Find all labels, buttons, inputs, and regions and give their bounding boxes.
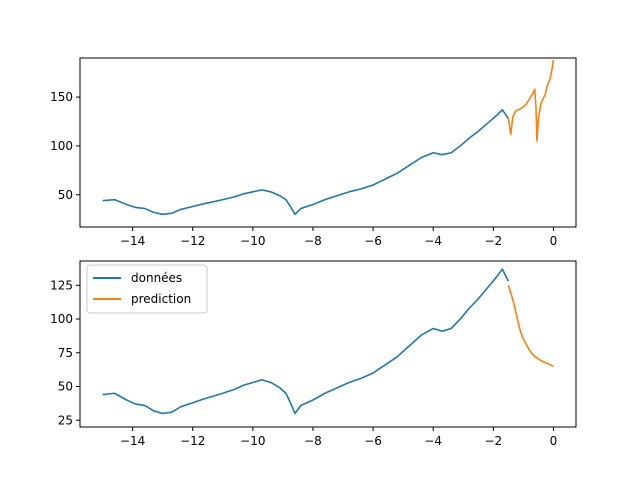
- top-xtick-label: −2: [484, 234, 502, 248]
- top-xtick-label: −12: [180, 234, 205, 248]
- bottom-plot-lines: [102, 268, 554, 415]
- bottom-axes-frame: [79, 260, 577, 428]
- bottom-series-line-0: [102, 268, 510, 415]
- top-plot-lines: [102, 59, 555, 216]
- bottom-xtick-label: −12: [180, 434, 205, 448]
- bottom-xtick-label: −8: [304, 434, 322, 448]
- top-axes: −14 −12 −10 −8 −6 −4 −2 0 50 100 150: [50, 57, 577, 248]
- top-series-line-1: [507, 59, 555, 142]
- bottom-ytick-label: 50: [58, 380, 73, 394]
- bottom-ytick-label: 100: [50, 312, 73, 326]
- bottom-xtick-label: −14: [120, 434, 145, 448]
- top-ytick-label: 50: [58, 188, 73, 202]
- top-xtick-label: −4: [424, 234, 442, 248]
- top-axes-frame: [79, 57, 577, 228]
- top-ytick-label: 150: [50, 90, 73, 104]
- legend-label-0: données: [131, 271, 182, 285]
- bottom-xtick-label: −4: [424, 434, 442, 448]
- legend: données prediction: [86, 264, 208, 314]
- bottom-ytick-label: 75: [58, 346, 73, 360]
- top-xtick-label: −14: [120, 234, 145, 248]
- bottom-xtick-label: −2: [484, 434, 502, 448]
- legend-label-1: prediction: [131, 292, 191, 306]
- bottom-xtick-label: −6: [364, 434, 382, 448]
- bottom-ytick-label: 125: [50, 278, 73, 292]
- bottom-series-line-1: [507, 285, 554, 367]
- bottom-axes: −14 −12 −10 −8 −6 −4 −2 0 25 50 75 100 125 données …: [50, 260, 577, 448]
- bottom-ytick-label: 25: [58, 413, 73, 427]
- top-xaxis: −14 −12 −10 −8 −6 −4 −2 0: [120, 227, 557, 248]
- bottom-xaxis: −14 −12 −10 −8 −6 −4 −2 0: [120, 427, 557, 448]
- bottom-xtick-label: 0: [550, 434, 558, 448]
- top-xtick-label: 0: [550, 234, 558, 248]
- bottom-yaxis: 25 50 75 100 125: [50, 278, 80, 427]
- top-yaxis: 50 100 150: [50, 90, 80, 202]
- top-xtick-label: −10: [240, 234, 265, 248]
- top-xtick-label: −6: [364, 234, 382, 248]
- top-xtick-label: −8: [304, 234, 322, 248]
- top-series-line-0: [102, 108, 510, 216]
- top-ytick-label: 100: [50, 139, 73, 153]
- bottom-xtick-label: −10: [240, 434, 265, 448]
